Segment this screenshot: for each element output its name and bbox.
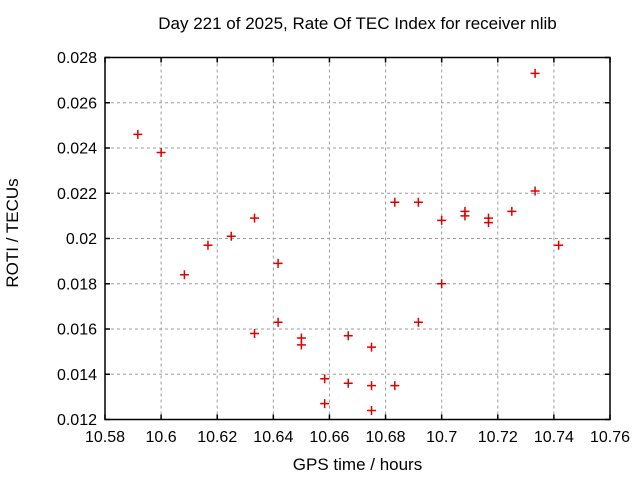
x-tick-label: 10.74 (534, 429, 574, 446)
data-point (367, 405, 377, 415)
data-point (507, 206, 517, 216)
y-tick-label: 0.016 (57, 322, 97, 339)
data-point (390, 381, 400, 391)
chart-title: Day 221 of 2025, Rate Of TEC Index for r… (158, 14, 557, 33)
data-point (413, 197, 423, 207)
x-tick-label: 10.62 (197, 429, 237, 446)
y-tick-label: 0.026 (57, 95, 97, 112)
y-tick-label: 0.012 (57, 412, 97, 429)
data-point (273, 317, 283, 327)
x-tick-label: 10.64 (253, 429, 293, 446)
data-point (460, 211, 470, 221)
x-axis-title: GPS time / hours (292, 455, 423, 474)
x-tick-label: 10.7 (426, 429, 457, 446)
data-point (203, 240, 213, 250)
data-point (367, 381, 377, 391)
data-point (179, 270, 189, 280)
data-point (554, 240, 564, 250)
y-tick-label: 0.018 (57, 276, 97, 293)
data-point (390, 197, 400, 207)
x-tick-label: 10.58 (85, 429, 125, 446)
data-point (437, 215, 447, 225)
data-point (320, 399, 330, 409)
data-point (367, 342, 377, 352)
data-point (530, 186, 540, 196)
x-tick-label: 10.66 (309, 429, 349, 446)
data-point (484, 218, 494, 228)
data-point (343, 378, 353, 388)
data-point (250, 329, 260, 339)
y-tick-label: 0.014 (57, 367, 97, 384)
y-tick-label: 0.022 (57, 186, 97, 203)
data-point (413, 317, 423, 327)
data-point (226, 231, 236, 241)
data-point (296, 340, 306, 350)
data-point (320, 374, 330, 384)
x-tick-label: 10.72 (478, 429, 518, 446)
data-point (273, 258, 283, 268)
data-point (437, 279, 447, 289)
y-tick-label: 0.02 (66, 231, 97, 248)
data-point (530, 68, 540, 78)
data-point (156, 148, 166, 158)
x-tick-label: 10.68 (366, 429, 406, 446)
x-tick-label: 10.76 (590, 429, 630, 446)
x-tick-label: 10.6 (146, 429, 177, 446)
data-point (343, 331, 353, 341)
y-tick-label: 0.024 (57, 141, 97, 158)
data-point (250, 213, 260, 223)
data-point (133, 129, 143, 139)
y-tick-label: 0.028 (57, 50, 97, 67)
